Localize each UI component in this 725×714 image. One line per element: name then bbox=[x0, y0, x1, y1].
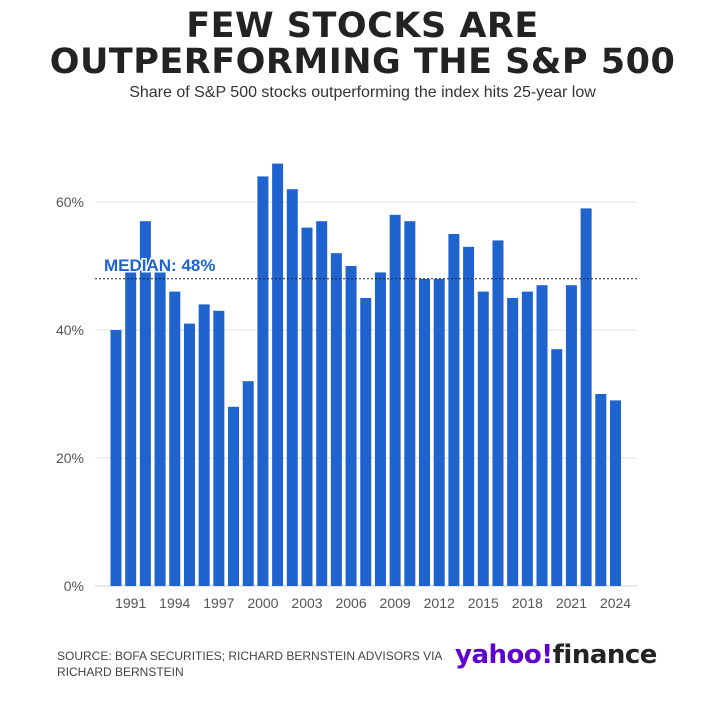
chart-title-line-1: FEW STOCKS ARE bbox=[186, 6, 539, 46]
logo-yahoo: yahoo! bbox=[455, 640, 553, 670]
y-tick-label: 60% bbox=[56, 194, 84, 210]
x-tick-label: 1994 bbox=[159, 595, 190, 611]
bar bbox=[360, 298, 372, 586]
bar bbox=[463, 246, 475, 587]
bar bbox=[286, 189, 298, 586]
bar bbox=[521, 291, 533, 586]
bar bbox=[330, 253, 342, 586]
chart-title-line-2: OUTPERFORMING THE S&P 500 bbox=[49, 42, 676, 82]
bar bbox=[580, 208, 592, 586]
median-label: MEDIAN: 48% bbox=[104, 256, 215, 275]
y-tick-label: 0% bbox=[64, 578, 84, 594]
bar bbox=[169, 291, 181, 586]
logo-finance: finance bbox=[552, 640, 658, 670]
bar bbox=[595, 394, 607, 586]
bar bbox=[492, 240, 504, 586]
bars bbox=[110, 163, 621, 587]
y-tick-label: 20% bbox=[56, 450, 84, 466]
source-note: SOURCE: BOFA SECURITIES; RICHARD BERNSTE… bbox=[57, 648, 457, 680]
y-tick-label: 40% bbox=[56, 322, 84, 338]
bar bbox=[257, 176, 269, 586]
x-tick-label: 2009 bbox=[380, 595, 411, 611]
x-tick-label: 2012 bbox=[424, 595, 455, 611]
bar bbox=[551, 349, 563, 586]
bar bbox=[374, 272, 386, 586]
bar bbox=[565, 285, 577, 586]
bar bbox=[610, 400, 621, 586]
bar bbox=[154, 272, 166, 586]
x-tick-label: 1997 bbox=[203, 595, 234, 611]
bar bbox=[198, 304, 210, 586]
bar bbox=[448, 234, 460, 586]
x-tick-label: 2003 bbox=[291, 595, 322, 611]
x-tick-label: 2024 bbox=[600, 595, 631, 611]
bar bbox=[389, 214, 401, 587]
source-line-1: SOURCE: BOFA SECURITIES; RICHARD BERNSTE… bbox=[57, 649, 443, 663]
x-tick-label: 2021 bbox=[556, 595, 587, 611]
bar bbox=[139, 221, 151, 586]
chart-subtitle: Share of S&P 500 stocks outperforming th… bbox=[129, 84, 596, 101]
x-tick-label: 1991 bbox=[115, 595, 146, 611]
bar bbox=[433, 278, 445, 586]
source-line-2: RICHARD BERNSTEIN bbox=[57, 665, 184, 679]
x-axis-tick-labels: 1991 1994 1997 2000 2003 2006 2009 2012 2015 2018… bbox=[115, 595, 631, 611]
bar bbox=[345, 266, 357, 586]
bar bbox=[301, 227, 313, 586]
bar bbox=[507, 298, 519, 586]
bar-chart: 0% 20% 40% 60% 1991 1994 1997 2000 2003 2006 2009… bbox=[56, 163, 637, 611]
bar bbox=[419, 278, 431, 586]
yahoo-finance-logo: yahoo!finance bbox=[455, 640, 657, 670]
bar bbox=[477, 291, 489, 586]
bar bbox=[316, 221, 328, 586]
bar bbox=[536, 285, 548, 586]
bar bbox=[125, 272, 137, 586]
bar bbox=[228, 406, 240, 586]
bar bbox=[183, 323, 195, 586]
x-tick-label: 2006 bbox=[335, 595, 366, 611]
y-axis-tick-labels: 0% 20% 40% 60% bbox=[56, 194, 84, 594]
bar bbox=[272, 163, 284, 586]
bar bbox=[213, 310, 225, 586]
bar bbox=[242, 381, 254, 586]
x-tick-label: 2015 bbox=[468, 595, 499, 611]
x-tick-label: 2000 bbox=[247, 595, 278, 611]
bar bbox=[110, 330, 122, 586]
bar bbox=[404, 221, 416, 586]
x-tick-label: 2018 bbox=[512, 595, 543, 611]
